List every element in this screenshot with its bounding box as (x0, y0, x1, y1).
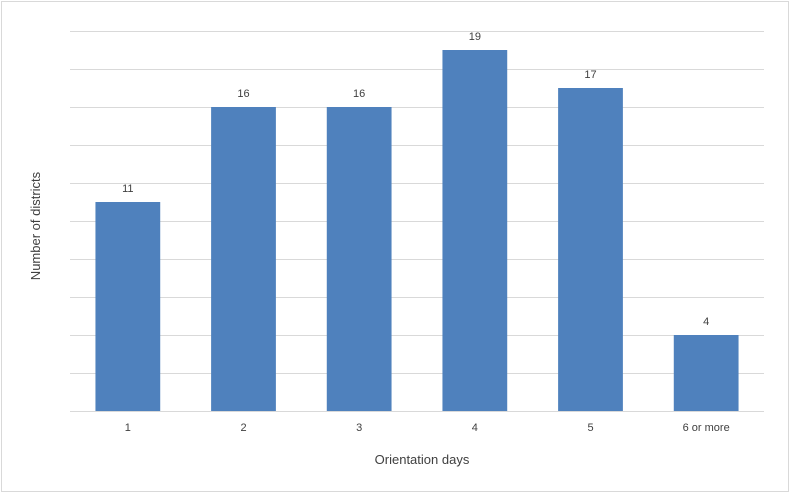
x-tick-label: 2 (240, 422, 246, 434)
bar-4 (442, 50, 508, 411)
data-label: 17 (584, 69, 596, 81)
data-label: 4 (703, 316, 709, 328)
data-label: 11 (122, 183, 133, 195)
x-tick-label: 1 (125, 422, 131, 434)
y-axis-title: Number of districts (28, 171, 43, 280)
data-label: 16 (353, 88, 365, 100)
x-axis-title: Orientation days (375, 452, 470, 467)
data-labels: 11 16 16 19 17 4 (122, 31, 709, 328)
bar-6-or-more (673, 335, 739, 411)
bar-3 (326, 107, 392, 411)
data-label: 16 (237, 88, 249, 100)
x-tick-labels: 1 2 3 4 5 6 or more (125, 422, 730, 434)
data-label: 19 (469, 31, 481, 43)
x-tick-label: 4 (472, 422, 478, 434)
bar-1 (95, 202, 161, 411)
bars (95, 50, 739, 411)
gridlines (70, 31, 764, 412)
x-tick-label: 6 or more (683, 422, 730, 434)
bar-5 (558, 88, 623, 411)
x-tick-label: 5 (587, 422, 593, 434)
x-tick-label: 3 (356, 422, 362, 434)
bar-2 (211, 107, 276, 411)
